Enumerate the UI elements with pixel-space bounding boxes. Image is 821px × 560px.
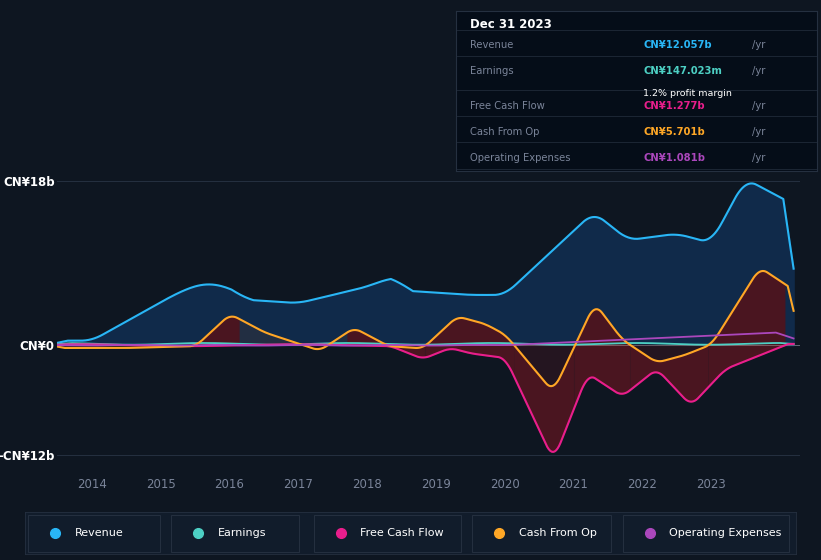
Text: Revenue: Revenue — [470, 40, 513, 50]
Text: Operating Expenses: Operating Expenses — [669, 529, 782, 538]
Text: Earnings: Earnings — [218, 529, 266, 538]
Text: Free Cash Flow: Free Cash Flow — [360, 529, 444, 538]
Text: CN¥147.023m: CN¥147.023m — [644, 66, 722, 76]
Text: /yr: /yr — [752, 40, 765, 50]
Text: /yr: /yr — [752, 66, 765, 76]
Bar — [172, 515, 299, 552]
Bar — [29, 515, 159, 552]
Text: 1.2% profit margin: 1.2% profit margin — [644, 90, 732, 99]
Text: Revenue: Revenue — [75, 529, 123, 538]
Text: Free Cash Flow: Free Cash Flow — [470, 101, 545, 110]
Bar — [314, 515, 461, 552]
Text: /yr: /yr — [752, 127, 765, 137]
Text: Cash From Op: Cash From Op — [470, 127, 539, 137]
Text: CN¥1.277b: CN¥1.277b — [644, 101, 705, 110]
Text: CN¥5.701b: CN¥5.701b — [644, 127, 705, 137]
Text: Operating Expenses: Operating Expenses — [470, 153, 571, 164]
Text: Cash From Op: Cash From Op — [519, 529, 596, 538]
Text: /yr: /yr — [752, 101, 765, 110]
Text: Dec 31 2023: Dec 31 2023 — [470, 17, 552, 31]
Text: /yr: /yr — [752, 153, 765, 164]
Bar — [472, 515, 611, 552]
Text: CN¥12.057b: CN¥12.057b — [644, 40, 712, 50]
Bar — [623, 515, 789, 552]
Text: Earnings: Earnings — [470, 66, 514, 76]
Text: CN¥1.081b: CN¥1.081b — [644, 153, 705, 164]
